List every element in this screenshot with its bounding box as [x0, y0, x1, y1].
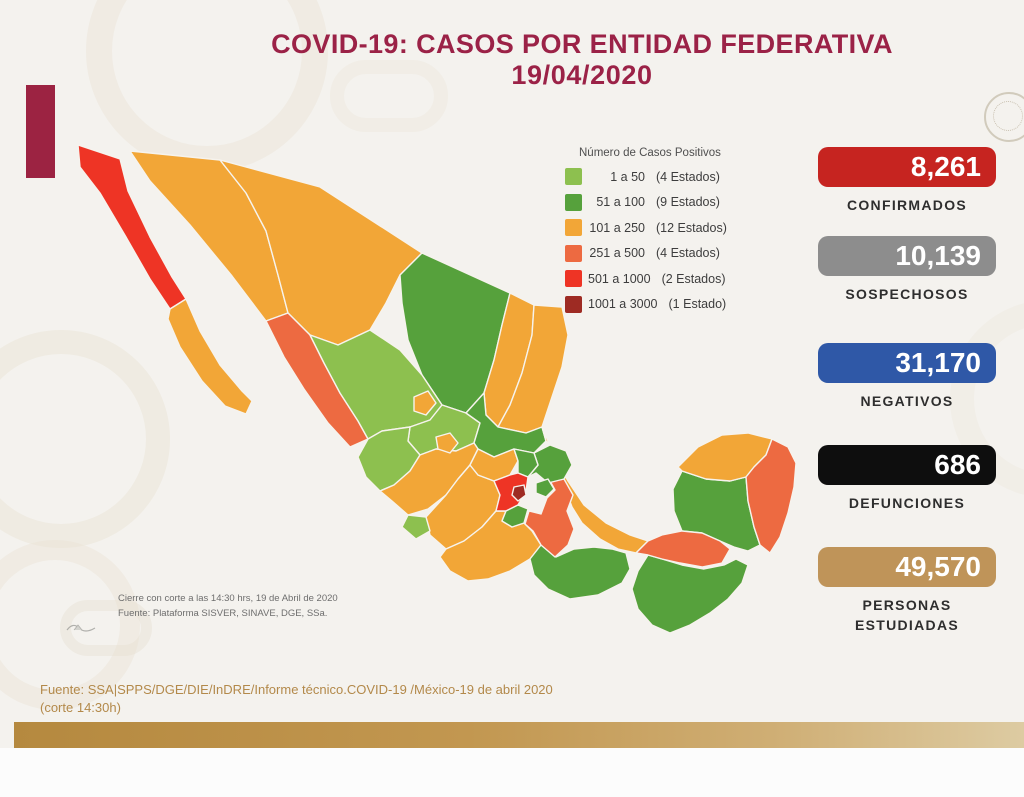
legend-count: (1 Estado): [668, 297, 727, 311]
state-colima: [401, 514, 431, 540]
legend-range: 501 a 1000: [588, 271, 651, 286]
stat-negativos: 31,170 NEGATIVOS: [818, 343, 996, 411]
state-quintana-roo: [745, 438, 797, 554]
legend-range: 51 a 100: [596, 195, 645, 209]
map-legend: Número de Casos Positivos 1 a 50 (4 Esta…: [565, 147, 800, 321]
government-seal-icon: [984, 92, 1024, 142]
sospechosos-label: SOSPECHOSOS: [845, 286, 969, 302]
legend-swatch-icon: [565, 270, 582, 287]
legend-count: (4 Estados): [656, 246, 720, 260]
footer-source-text: Fuente: SSA|SPPS/DGE/DIE/InDRE/Informe t…: [40, 682, 553, 715]
sospechosos-value-pill: 10,139: [818, 236, 996, 276]
legend-swatch-icon: [565, 168, 582, 185]
title-date: 19/04/2020: [511, 60, 653, 90]
maroon-accent-bar: [26, 85, 55, 178]
legend-count: (9 Estados): [656, 195, 720, 209]
state-puebla: [524, 478, 575, 558]
state-baja-california-sur: [167, 298, 253, 415]
legend-range: 1 a 50: [610, 169, 645, 184]
stat-defunciones: 686 DEFUNCIONES: [818, 445, 996, 513]
page-bottom-strip: [0, 748, 1024, 797]
legend-item: 251 a 500 (4 Estados): [565, 244, 800, 262]
defunciones-value-pill: 686: [818, 445, 996, 485]
negativos-value-pill: 31,170: [818, 343, 996, 383]
mexico-choropleth-map: [77, 144, 797, 634]
state-chiapas: [631, 554, 749, 634]
personas-estudiadas-label: PERSONAS ESTUDIADAS: [854, 597, 959, 633]
state-ciudad-de-mexico: [511, 484, 527, 502]
legend-range: 1001 a 3000: [588, 297, 658, 311]
state-oaxaca: [529, 544, 631, 600]
infographic-slide: COVID-19: CASOS POR ENTIDAD FEDERATIVA 1…: [0, 0, 1024, 748]
state-aguascalientes: [435, 432, 459, 454]
legend-item: 51 a 100 (9 Estados): [565, 193, 800, 211]
stats-panel: 8,261 CONFIRMADOS 10,139 SOSPECHOSOS 31,…: [818, 147, 996, 656]
negativos-value: 31,170: [895, 347, 981, 378]
legend-item: 1 a 50 (4 Estados): [565, 168, 800, 185]
gold-footer-bar: [14, 722, 1024, 748]
legend-item: 1001 a 3000 (1 Estado): [565, 295, 800, 313]
legend-swatch-icon: [565, 244, 582, 262]
state-tabasco: [635, 530, 731, 568]
legend-range: 101 a 250: [589, 220, 645, 235]
personas-estudiadas-value: 49,570: [895, 551, 981, 582]
title-text: COVID-19: CASOS POR ENTIDAD FEDERATIVA: [271, 29, 893, 59]
confirmados-value-pill: 8,261: [818, 147, 996, 187]
page-title: COVID-19: CASOS POR ENTIDAD FEDERATIVA 1…: [140, 28, 1024, 90]
map-scale-icon: [66, 624, 96, 632]
legend-item: 501 a 1000 (2 Estados): [565, 270, 800, 287]
legend-swatch-icon: [565, 193, 582, 211]
personas-estudiadas-value-pill: 49,570: [818, 547, 996, 587]
map-caption: Cierre con corte a las 14:30 hrs, 19 de …: [118, 591, 378, 621]
legend-title: Número de Casos Positivos: [579, 147, 721, 159]
stat-confirmados: 8,261 CONFIRMADOS: [818, 147, 996, 215]
map-caption-line1: Cierre con corte a las 14:30 hrs, 19 de …: [118, 593, 338, 604]
legend-swatch-icon: [565, 295, 582, 313]
confirmados-label: CONFIRMADOS: [846, 197, 968, 213]
stat-personas-estudiadas: 49,570 PERSONAS ESTUDIADAS: [818, 547, 996, 635]
legend-count: (4 Estados): [656, 169, 720, 184]
state-tlaxcala: [535, 478, 555, 498]
defunciones-label: DEFUNCIONES: [848, 495, 966, 511]
legend-count: (12 Estados): [656, 220, 727, 235]
state-jalisco: [413, 390, 437, 416]
legend-count: (2 Estados): [661, 271, 726, 286]
sospechosos-value: 10,139: [895, 240, 981, 271]
legend-swatch-icon: [565, 219, 582, 236]
legend-range: 251 a 500: [589, 246, 645, 260]
confirmados-value: 8,261: [910, 151, 981, 182]
state-morelos: [501, 504, 529, 528]
defunciones-value: 686: [934, 449, 981, 480]
map-caption-line2: Fuente: Plataforma SISVER, SINAVE, DGE, …: [118, 608, 328, 619]
legend-item: 101 a 250 (12 Estados): [565, 219, 800, 236]
stat-sospechosos: 10,139 SOSPECHOSOS: [818, 236, 996, 304]
negativos-label: NEGATIVOS: [860, 393, 954, 409]
